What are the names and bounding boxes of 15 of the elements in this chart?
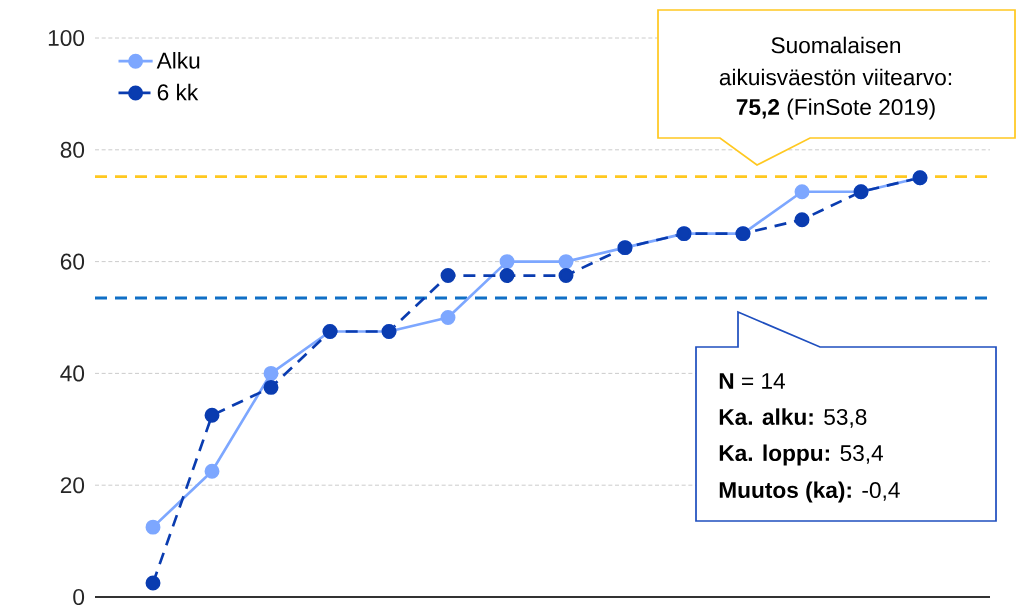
y-tick-label: 0: [73, 588, 85, 606]
annotation: N = 14: [719, 373, 785, 389]
y-tick-label: 60: [60, 253, 85, 270]
legend-label: 6 kk: [157, 83, 199, 101]
y-tick-label: 100: [48, 29, 85, 47]
y-tick-label: 40: [60, 365, 85, 382]
annotation: Muutos (ka): -0,4: [719, 481, 900, 503]
y-tick-label: 80: [60, 141, 85, 158]
legend-label: Alku: [156, 51, 200, 69]
annotation: 75,2 (FinSote 2019): [736, 98, 935, 120]
annotation: Suomalaisen: [771, 36, 901, 54]
annotation: Ka. loppu: 53,4: [719, 444, 884, 466]
annotation: aikuisväestön viitearvo:: [719, 68, 952, 86]
y-tick-label: 20: [60, 477, 85, 494]
annotation: Ka. alku: 53,8: [719, 408, 867, 428]
